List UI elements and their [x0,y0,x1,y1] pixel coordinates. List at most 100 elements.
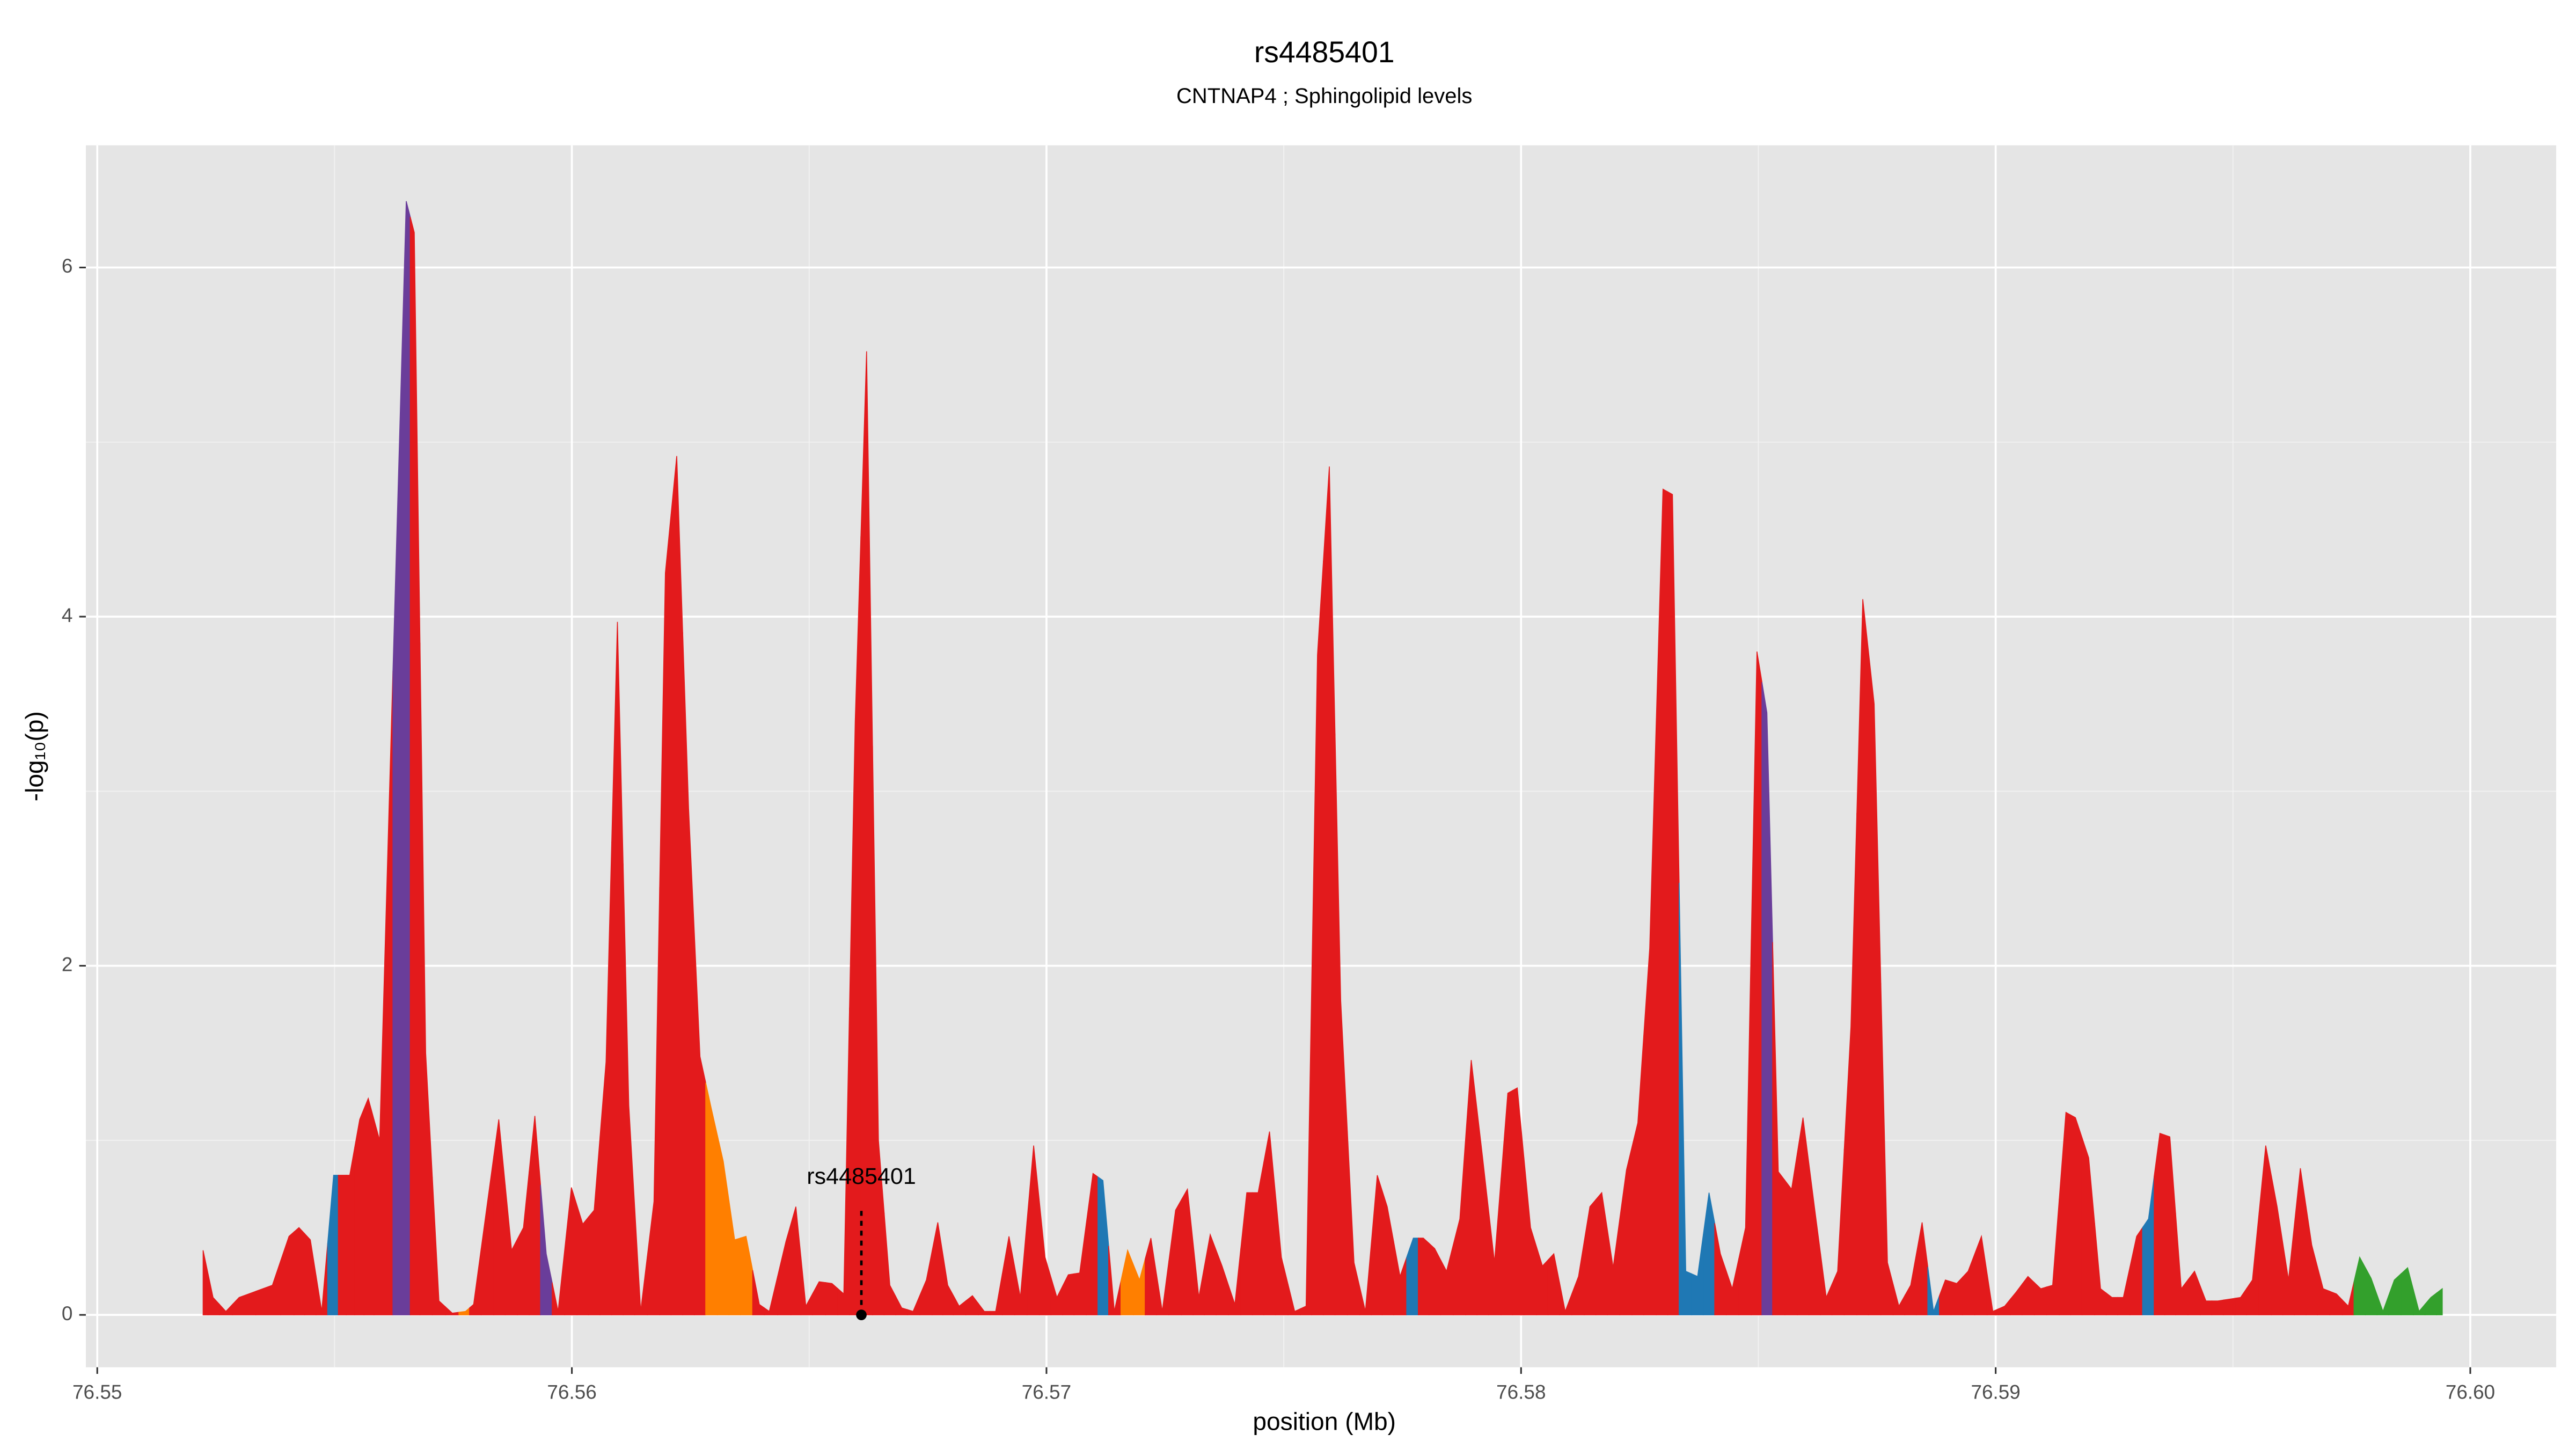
area-segment [1323,466,1336,1315]
area-segment [1014,1221,1028,1315]
area-segment [1998,1298,2011,1315]
area-segment [2105,1292,2118,1315]
area-segment [942,1254,954,1315]
area-segment [1428,1242,1441,1315]
area-segment [777,1224,792,1315]
area-segment [409,216,421,1315]
area-segment [790,1206,802,1315]
area-segment [978,1302,991,1315]
area-segment [1784,1153,1798,1315]
area-segment [2376,1294,2389,1315]
area-segment [363,1097,375,1315]
area-segment [599,841,612,1315]
area-segment [2200,1286,2213,1315]
area-segment [1820,1254,1833,1315]
area-segment [1133,1258,1146,1315]
area-segment [764,1276,778,1315]
area-segment [2401,1267,2414,1315]
area-segment [219,1303,233,1315]
x-tick-label: 76.56 [547,1381,596,1403]
area-segment [2142,1176,2155,1315]
area-segment [2059,1111,2072,1315]
area-segment [280,1231,295,1315]
area-segment [1738,939,1752,1315]
area-segment [1156,1261,1169,1315]
area-segment [1797,1117,1810,1315]
area-segment [611,621,624,1315]
area-segment [1904,1254,1917,1315]
y-tick-label: 6 [62,255,73,277]
area-segment [2154,1132,2165,1315]
area-segment [1772,942,1785,1315]
area-segment [469,1248,482,1315]
area-segment [1476,1109,1489,1315]
area-segment [860,351,873,1315]
highlight-label: rs4485401 [807,1163,916,1189]
area-segment [1346,1131,1360,1315]
area-segment [207,1274,220,1315]
x-tick-label: 76.55 [72,1381,122,1403]
area-segment [2234,1287,2247,1315]
area-segment [2246,1212,2260,1315]
area-segment [2033,1282,2047,1315]
area-segment [1216,1250,1229,1315]
area-segment [1986,1274,2000,1315]
area-segment [2271,1176,2284,1315]
area-segment [740,1235,753,1315]
area-segment [1631,1035,1644,1315]
y-tick-label: 2 [62,953,73,975]
area-segment [529,1116,541,1315]
area-segment [346,1147,355,1315]
area-segment [1418,1238,1430,1315]
area-segment [2070,1114,2083,1315]
area-segment [647,887,660,1315]
area-segment [932,1222,943,1315]
area-segment [1181,1188,1194,1315]
area-segment [1501,1089,1513,1315]
area-segment [1939,1279,1952,1315]
area-segment [907,1296,920,1315]
area-segment [1440,1245,1454,1315]
area-segment [919,1251,933,1315]
area-segment [1240,1192,1253,1315]
area-segment [1371,1175,1383,1315]
area-segment [1300,980,1313,1315]
x-tick-label: 76.58 [1496,1381,1546,1403]
area-segment [1263,1131,1276,1315]
area-segment [670,456,683,1315]
area-segment [682,632,695,1315]
area-segment [2187,1270,2201,1315]
area-segment [1856,599,1869,1315]
area-segment [1536,1247,1549,1315]
area-segment [374,670,393,1315]
area-segment [1892,1284,1906,1315]
area-segment [1831,1149,1845,1315]
area-segment [1001,1236,1015,1315]
chart-title: rs4485401 [1254,35,1395,69]
area-segment [2164,1134,2176,1315]
area-segment [1619,1146,1633,1315]
area-segment [1062,1273,1075,1315]
area-segment [1974,1234,1988,1315]
area-segment [2413,1289,2426,1315]
area-segment [2424,1292,2437,1315]
area-segment [564,1187,578,1315]
area-segment [2175,1212,2189,1315]
area-segment [1311,560,1324,1315]
y-axis-label: -log₁₀(p) [20,711,48,801]
area-segment [752,1270,765,1315]
area-segment [2129,1226,2143,1315]
area-segment [1679,883,1692,1315]
area-segment [659,514,672,1315]
area-segment [354,1108,365,1315]
x-tick-label: 76.59 [1971,1381,2020,1403]
area-segment [2282,1224,2295,1315]
area-segment [1761,682,1773,1315]
area-segment [1643,719,1657,1315]
area-segment [2388,1272,2402,1315]
area-segment [2341,1282,2355,1315]
highlight-point [856,1309,867,1320]
area-segment [1192,1243,1205,1315]
area-segment [2436,1287,2443,1315]
